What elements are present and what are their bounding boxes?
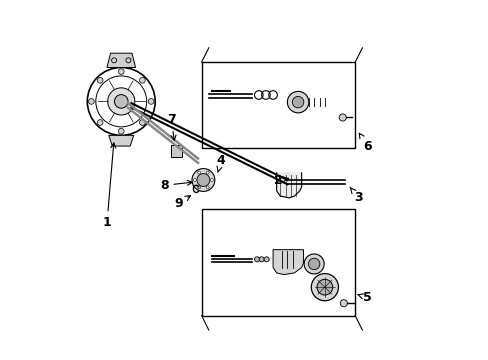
Circle shape — [114, 95, 128, 108]
Circle shape — [139, 77, 145, 83]
Circle shape — [287, 91, 308, 113]
Text: 3: 3 — [349, 187, 363, 204]
Circle shape — [308, 258, 319, 270]
Circle shape — [197, 171, 200, 174]
Polygon shape — [276, 173, 301, 198]
Text: 7: 7 — [166, 113, 176, 140]
Circle shape — [206, 171, 209, 174]
Circle shape — [311, 274, 338, 301]
Circle shape — [210, 179, 213, 181]
Text: 6: 6 — [359, 133, 371, 153]
Polygon shape — [107, 53, 135, 67]
Text: 1: 1 — [102, 143, 116, 229]
Circle shape — [192, 168, 214, 192]
Circle shape — [139, 120, 145, 125]
Circle shape — [292, 96, 303, 108]
Circle shape — [254, 257, 259, 262]
FancyBboxPatch shape — [201, 208, 354, 316]
Text: 5: 5 — [357, 291, 371, 305]
Text: 2: 2 — [273, 174, 288, 186]
Circle shape — [118, 69, 124, 75]
Polygon shape — [272, 249, 303, 275]
Circle shape — [97, 120, 103, 125]
Text: 4: 4 — [217, 154, 225, 172]
Circle shape — [206, 186, 209, 189]
Circle shape — [107, 88, 135, 115]
FancyBboxPatch shape — [201, 62, 354, 148]
Polygon shape — [171, 145, 182, 157]
Circle shape — [340, 300, 346, 307]
Circle shape — [259, 257, 264, 262]
Circle shape — [304, 254, 324, 274]
Circle shape — [316, 279, 332, 295]
Circle shape — [88, 99, 94, 104]
Text: 9: 9 — [174, 196, 190, 210]
Circle shape — [197, 186, 200, 189]
Circle shape — [97, 77, 103, 83]
Text: 8: 8 — [160, 179, 192, 192]
Circle shape — [264, 257, 268, 262]
Circle shape — [339, 114, 346, 121]
Circle shape — [118, 129, 124, 134]
Circle shape — [193, 179, 196, 181]
Circle shape — [197, 174, 209, 186]
Polygon shape — [108, 135, 134, 146]
Circle shape — [148, 99, 154, 104]
